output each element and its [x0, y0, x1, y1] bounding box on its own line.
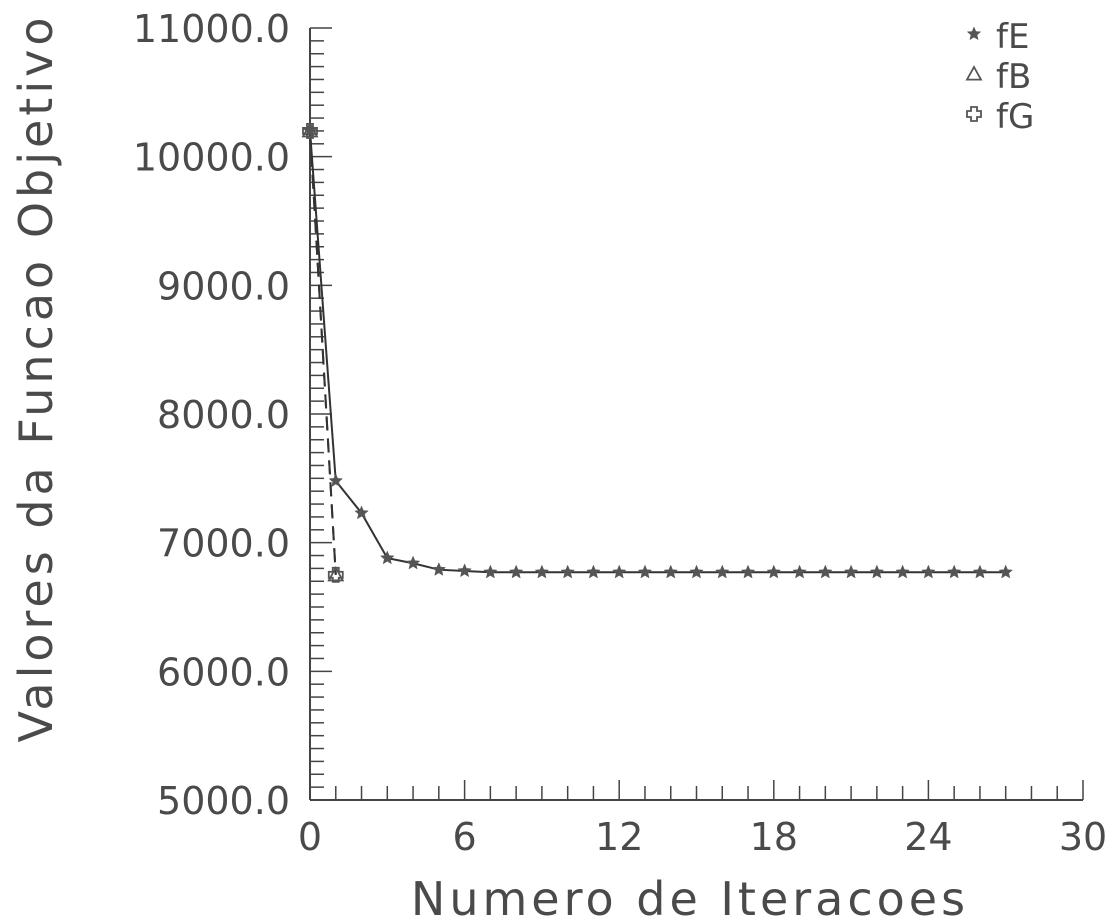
data-point-fE [405, 555, 421, 570]
legend-label-fG: fG [996, 97, 1034, 137]
legend-marker-fG [966, 106, 982, 122]
data-point-fE [611, 564, 627, 579]
data-point-fE [972, 564, 988, 579]
y-tick-label: 7000.0 [157, 522, 290, 566]
data-point-fE [895, 564, 910, 579]
data-point-fB [327, 565, 345, 582]
data-point-fE [380, 550, 395, 565]
legend-marker-fB [965, 65, 983, 81]
legend-label-fE: fE [996, 17, 1029, 57]
y-tick-label: 6000.0 [157, 650, 290, 694]
data-point-fE [843, 564, 859, 579]
data-point-fE [560, 564, 575, 579]
data-point-fE [431, 562, 447, 576]
y-tick-label: 11000.0 [133, 7, 290, 51]
legend-marker-fE [966, 26, 982, 41]
x-tick-label: 12 [595, 815, 643, 859]
data-point-fE [792, 564, 807, 579]
data-point-fE [534, 564, 550, 579]
data-point-fE [869, 564, 885, 579]
data-point-fE [998, 564, 1013, 579]
y-tick-label: 9000.0 [157, 264, 290, 308]
data-point-fE [689, 564, 704, 579]
legend-label-fB: fB [996, 57, 1031, 97]
data-point-fE [483, 564, 498, 579]
y-tick-label: 8000.0 [157, 393, 290, 437]
data-point-fE [818, 564, 833, 579]
axes [309, 28, 1083, 801]
data-point-fE [714, 564, 730, 579]
data-point-fE [586, 564, 601, 579]
data-point-fE [637, 564, 653, 579]
data-point-fE [766, 564, 782, 579]
tick-labels: 0 6 12 18 24 30 5000.0 6000.0 7000.0 8000.0 9000.0… [133, 7, 1107, 859]
series-markers [301, 122, 1013, 583]
data-point-fE [457, 563, 472, 578]
data-point-fE [946, 564, 962, 579]
x-tick-label: 0 [298, 815, 322, 859]
series-line-fE [309, 130, 1006, 574]
data-point-fE [328, 473, 344, 488]
x-axis-title: Numero de Iteracoes [411, 872, 969, 922]
y-tick-label: 5000.0 [157, 779, 290, 823]
x-tick-label: 18 [750, 815, 798, 859]
data-point-fB [301, 122, 319, 138]
series-line-fG [309, 130, 337, 575]
y-axis-title: Valores da Funcao Objetivo [9, 14, 63, 743]
data-point-fE [508, 564, 524, 579]
data-point-fG [327, 566, 344, 583]
data-point-fE [921, 564, 936, 579]
data-point-fE [354, 505, 369, 520]
series-lines [309, 130, 1006, 575]
data-point-fE [663, 564, 679, 579]
x-tick-label: 24 [904, 815, 952, 859]
data-point-fE [740, 564, 756, 579]
y-tick-label: 10000.0 [133, 136, 290, 180]
tick-marks [309, 27, 1084, 801]
x-tick-label: 30 [1059, 815, 1107, 859]
data-point-fG [302, 123, 318, 139]
x-tick-label: 6 [453, 815, 477, 859]
